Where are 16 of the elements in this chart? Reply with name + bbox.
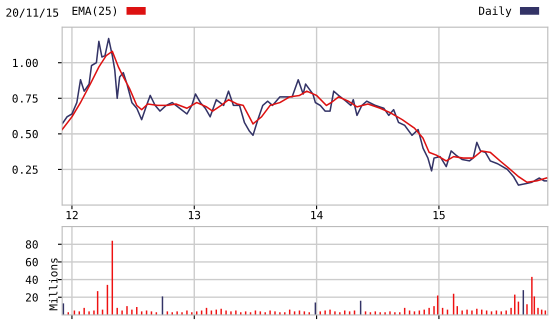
x-tick-label: 12 <box>66 210 78 220</box>
y-tick-label: 40 <box>26 276 38 284</box>
y-tick-label: 0.50 <box>12 130 38 138</box>
y-axis-title: Millions <box>48 258 58 310</box>
y-tick-label: 0.75 <box>12 94 38 103</box>
y-tick-label: 60 <box>26 258 38 266</box>
x-tick-label: 15 <box>434 210 445 220</box>
x-tick-label: 13 <box>188 210 200 220</box>
y-tick-label: 1.00 <box>13 58 38 68</box>
text: 20/11/15 <box>6 8 58 18</box>
legend-label: Daily <box>479 6 512 18</box>
y-tick-label: 80 <box>26 240 38 249</box>
y-tick-label: 20 <box>26 293 38 302</box>
y-tick-label: 0.25 <box>12 165 38 174</box>
x-tick-label: 14 <box>311 210 323 220</box>
legend-label: EMA(25) <box>72 6 116 16</box>
